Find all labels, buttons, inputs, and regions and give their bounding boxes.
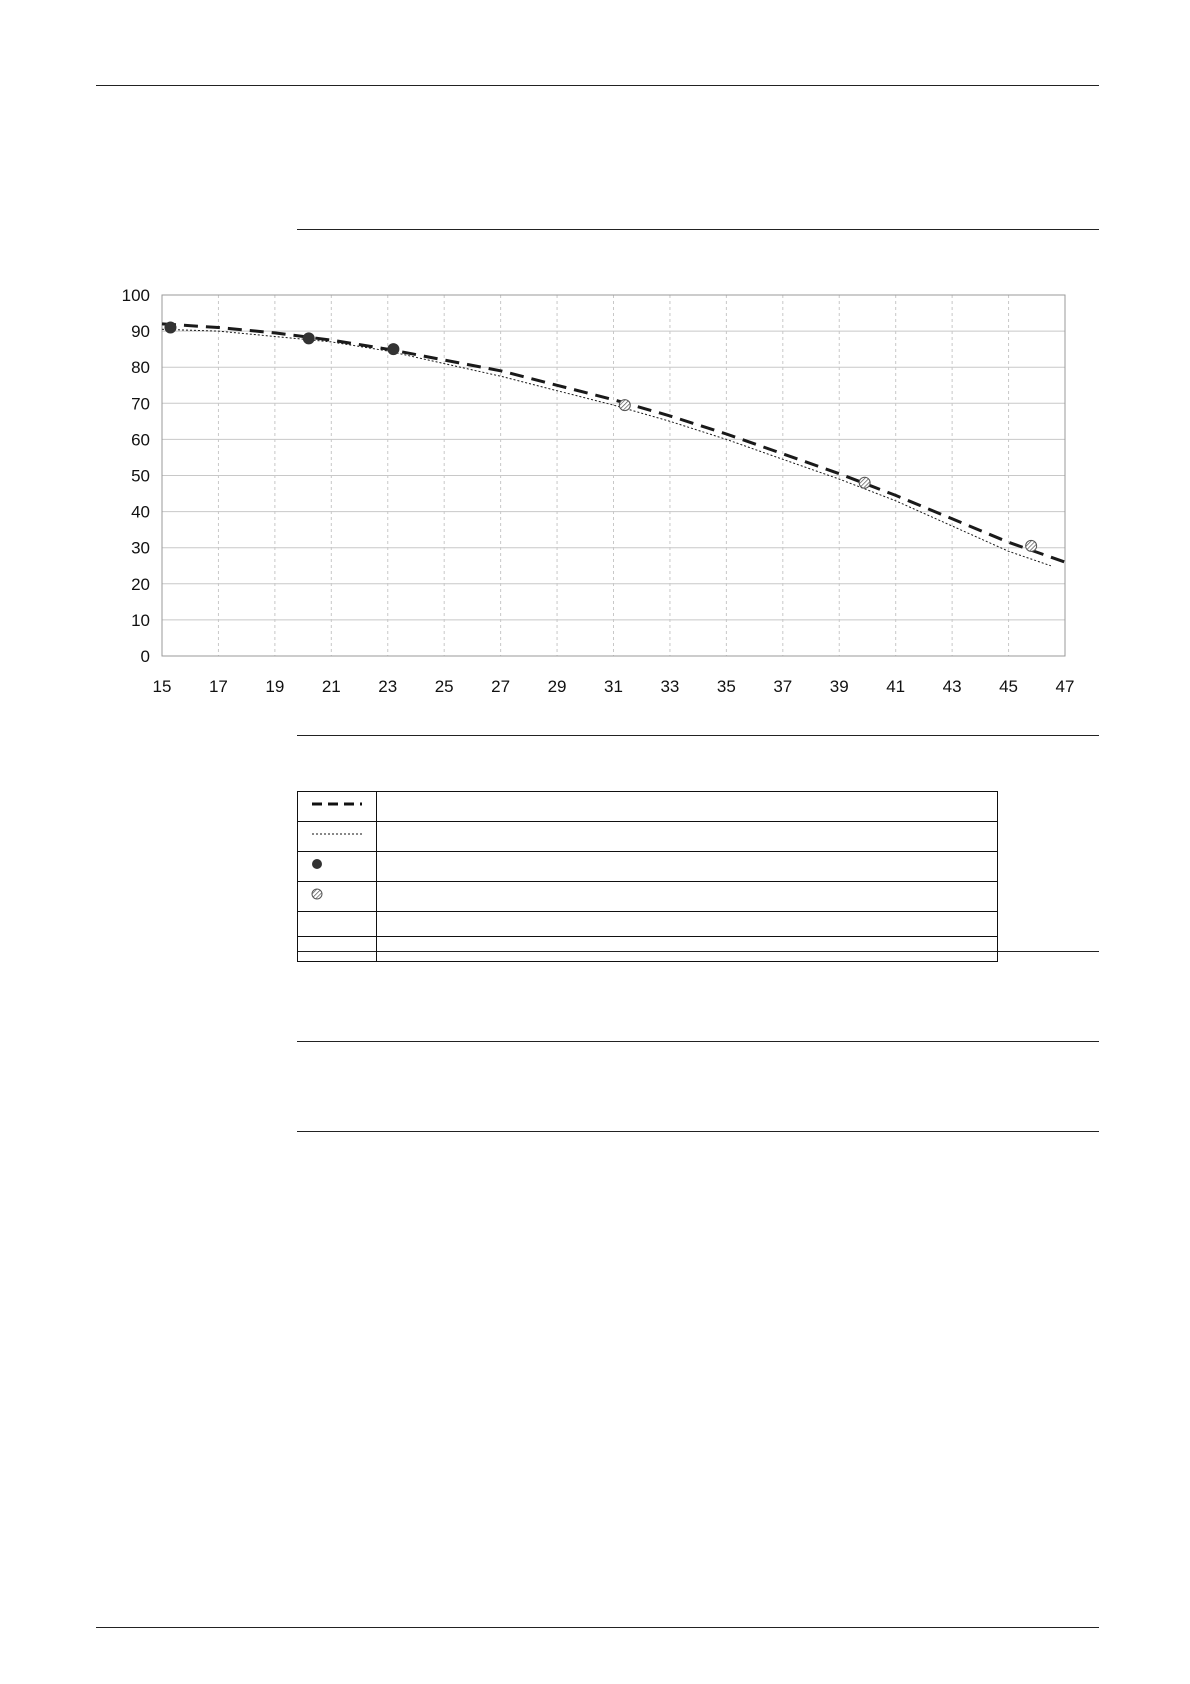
y-tick-label: 30 [131, 539, 150, 558]
x-tick-label: 25 [435, 677, 454, 696]
y-tick-label: 10 [131, 611, 150, 630]
legend-table [297, 791, 998, 962]
legend-row [297, 936, 998, 962]
x-tick-label: 23 [378, 677, 397, 696]
filled-data-point [387, 343, 400, 356]
legend-row [297, 851, 998, 882]
legend-description [376, 851, 998, 882]
series-group [161, 321, 1066, 567]
legend-row [297, 881, 998, 912]
y-tick-label: 40 [131, 503, 150, 522]
header-rule [96, 85, 1099, 86]
grid-lines [161, 294, 1066, 657]
x-tick-label: 17 [209, 677, 228, 696]
x-tick-label: 31 [604, 677, 623, 696]
hatched-data-point [858, 476, 871, 489]
x-tick-label: 47 [1056, 677, 1075, 696]
legend-description [376, 881, 998, 912]
hatched-circle-icon [311, 888, 323, 900]
legend-description [376, 911, 998, 937]
x-tick-label: 19 [265, 677, 284, 696]
x-tick-label: 39 [830, 677, 849, 696]
filled-circle-icon [312, 859, 322, 869]
legend-description [376, 791, 998, 822]
legend-symbol-cell [297, 791, 377, 822]
dotted-line-icon [312, 833, 362, 835]
hatched-data-point [1025, 539, 1038, 552]
y-tick-label: 60 [131, 430, 150, 449]
y-tick-label: 70 [131, 394, 150, 413]
y-tick-label: 90 [131, 322, 150, 341]
x-tick-label: 15 [153, 677, 172, 696]
chart-top-rule [297, 229, 1099, 230]
y-tick-label: 0 [141, 647, 150, 666]
legend-row [297, 911, 998, 937]
legend-row [297, 791, 998, 822]
y-tick-label: 20 [131, 575, 150, 594]
x-tick-label: 27 [491, 677, 510, 696]
filled-data-point [164, 321, 177, 334]
legend-symbol-cell [297, 911, 377, 937]
y-tick-label: 80 [131, 358, 150, 377]
x-tick-label: 29 [548, 677, 567, 696]
legend-row [297, 821, 998, 852]
chart-bottom-rule [297, 735, 1099, 736]
legend-symbol-cell [297, 851, 377, 882]
x-tick-label: 33 [660, 677, 679, 696]
legend-symbol-cell [297, 821, 377, 852]
section-rule-2 [297, 1131, 1099, 1132]
legend-description [376, 821, 998, 852]
series-dashed-line [161, 322, 1066, 564]
legend-description [376, 936, 998, 962]
hatched-data-point [618, 399, 631, 412]
section-rule-1 [297, 1041, 1099, 1042]
series-dotted-line [161, 328, 1052, 567]
line-chart: 0 10 20 30 40 50 60 70 80 90 100 15 17 19 21 23 25 27 29 31… [122, 286, 1075, 696]
axis-ticks: 0 10 20 30 40 50 60 70 80 90 100 15 17 19 21 23 25 27 29 31… [122, 286, 1075, 696]
x-tick-label: 37 [773, 677, 792, 696]
dashed-line-icon [312, 802, 362, 806]
x-tick-label: 45 [999, 677, 1018, 696]
legend-symbol-cell [297, 936, 377, 962]
filled-data-point [302, 332, 315, 345]
footer-rule [96, 1627, 1099, 1628]
y-tick-label: 50 [131, 467, 150, 486]
x-tick-label: 21 [322, 677, 341, 696]
x-tick-label: 41 [886, 677, 905, 696]
y-tick-label: 100 [122, 286, 150, 305]
x-tick-label: 35 [717, 677, 736, 696]
x-tick-label: 43 [943, 677, 962, 696]
legend-symbol-cell [297, 881, 377, 912]
plot-area-frame [161, 294, 1066, 657]
